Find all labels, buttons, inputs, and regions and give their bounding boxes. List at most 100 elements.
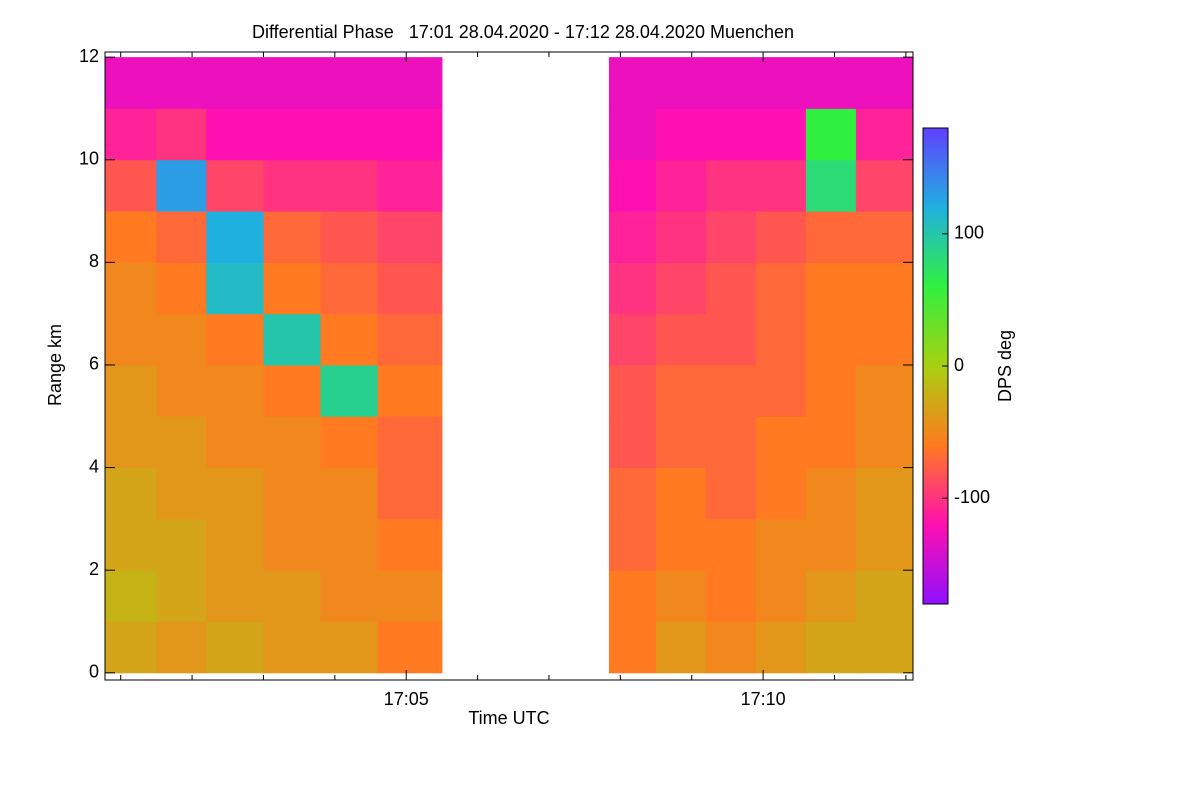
heatmap-cell [706,262,757,315]
heatmap-cell [805,621,857,674]
heatmap-cell [706,467,757,520]
heatmap-cell [706,518,757,571]
heatmap-cell [105,364,157,417]
heatmap-cell [377,211,443,263]
heatmap-cell [755,262,807,315]
heatmap-cell [263,159,322,212]
heatmap-cell [156,159,207,212]
heatmap-cell [805,57,857,109]
heatmap-cell [608,211,657,263]
heatmap-cell [105,416,157,469]
heatmap-cell [156,364,207,417]
heatmap-cell [105,570,157,623]
heatmap-cell [608,262,657,315]
heatmap-cell [805,211,857,263]
x-tick-label: 17:10 [741,689,786,709]
heatmap-cell [263,211,322,263]
heatmap-cell [377,621,443,674]
heatmap-cell [156,570,207,623]
heatmap-cell [706,416,757,469]
heatmap-cell [855,211,914,263]
heatmap-cell [156,108,207,161]
heatmap-cell [105,467,157,520]
heatmap-cell [320,159,379,212]
heatmap-cell [263,570,322,623]
heatmap-cell [320,57,379,109]
heatmap-cell [320,364,379,417]
heatmap-cell [263,57,322,109]
heatmap-cell [320,313,379,366]
heatmap-cell [755,313,807,366]
heatmap-cell [805,364,857,417]
heatmap-cell [105,211,157,263]
heatmap-cell [105,159,157,212]
heatmap-cell [755,211,807,263]
y-tick-label: 12 [79,46,99,66]
heatmap-cell [855,416,914,469]
heatmap-cell [855,57,914,109]
heatmap-cell [206,159,264,212]
heatmap-cell [377,518,443,571]
heatmap-cell [206,416,264,469]
heatmap-cell [320,262,379,315]
heatmap-cell [855,364,914,417]
heatmap-cell [706,108,757,161]
heatmap-cell [755,159,807,212]
heatmap-cell [656,57,707,109]
heatmap-cell [706,159,757,212]
heatmap-cell [608,570,657,623]
heatmap-cell [805,159,857,212]
colorbar-label: DPS deg [995,330,1015,402]
heatmap-cell [755,108,807,161]
heatmap-cell [805,108,857,161]
heatmap-cell [206,364,264,417]
heatmap-cell [206,570,264,623]
heatmap-cell [377,313,443,366]
heatmap-cell [608,467,657,520]
heatmap-cell [105,262,157,315]
heatmap-cell [608,108,657,161]
heatmap-cell [608,159,657,212]
heatmap-cell [656,570,707,623]
heatmap-cell [206,621,264,674]
y-tick-label: 6 [89,354,99,374]
heatmap-cell [656,313,707,366]
heatmap-cell [755,518,807,571]
heatmap-cell [156,313,207,366]
heatmap-cell [656,518,707,571]
heatmap-cell [320,108,379,161]
heatmap-cell [320,467,379,520]
heatmap-cell [263,416,322,469]
heatmap-cell [656,262,707,315]
heatmap-cell [755,621,807,674]
heatmap-cell [608,313,657,366]
heatmap-cell [263,621,322,674]
heatmap-cell [377,262,443,315]
heatmap-cell [206,518,264,571]
y-tick-label: 8 [89,251,99,271]
heatmap-cell [608,57,657,109]
plot-frame [104,51,914,681]
heatmap-cell [855,621,914,674]
heatmap-cell [105,57,157,109]
heatmap-cell [206,262,264,315]
x-axis-label: Time UTC [468,708,549,728]
heatmap-cell [608,364,657,417]
heatmap-cell [855,108,914,161]
heatmap-cell [656,211,707,263]
heatmap-cell [706,57,757,109]
heatmap-cell [377,57,443,109]
heatmap-cell [855,262,914,315]
heatmap-cell [805,467,857,520]
heatmap-cell [105,313,157,366]
heatmap-cell [263,518,322,571]
heatmap-cell [263,108,322,161]
heatmap-cell [656,467,707,520]
heatmap-cell [706,570,757,623]
y-axis-label: Range km [45,324,65,406]
heatmap-cell [755,416,807,469]
colorbar-tick-label: 100 [954,223,984,243]
heatmap-cell [377,416,443,469]
heatmap-cell [156,467,207,520]
